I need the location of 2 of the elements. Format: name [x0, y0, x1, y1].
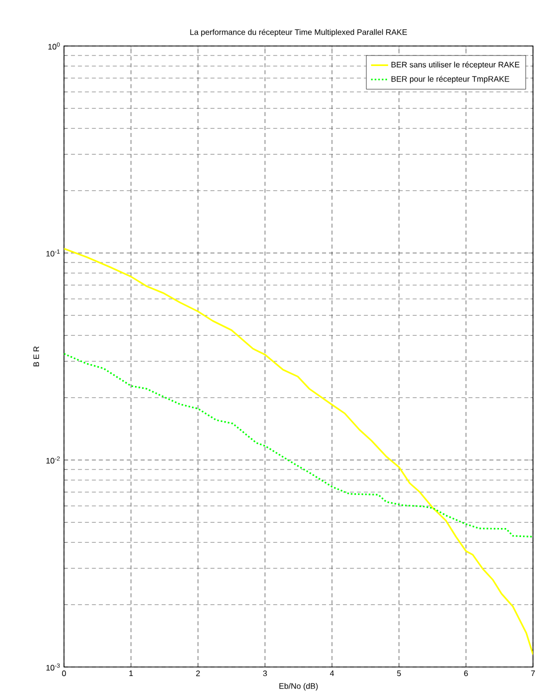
line-series — [64, 352, 533, 538]
line-series — [64, 248, 533, 656]
